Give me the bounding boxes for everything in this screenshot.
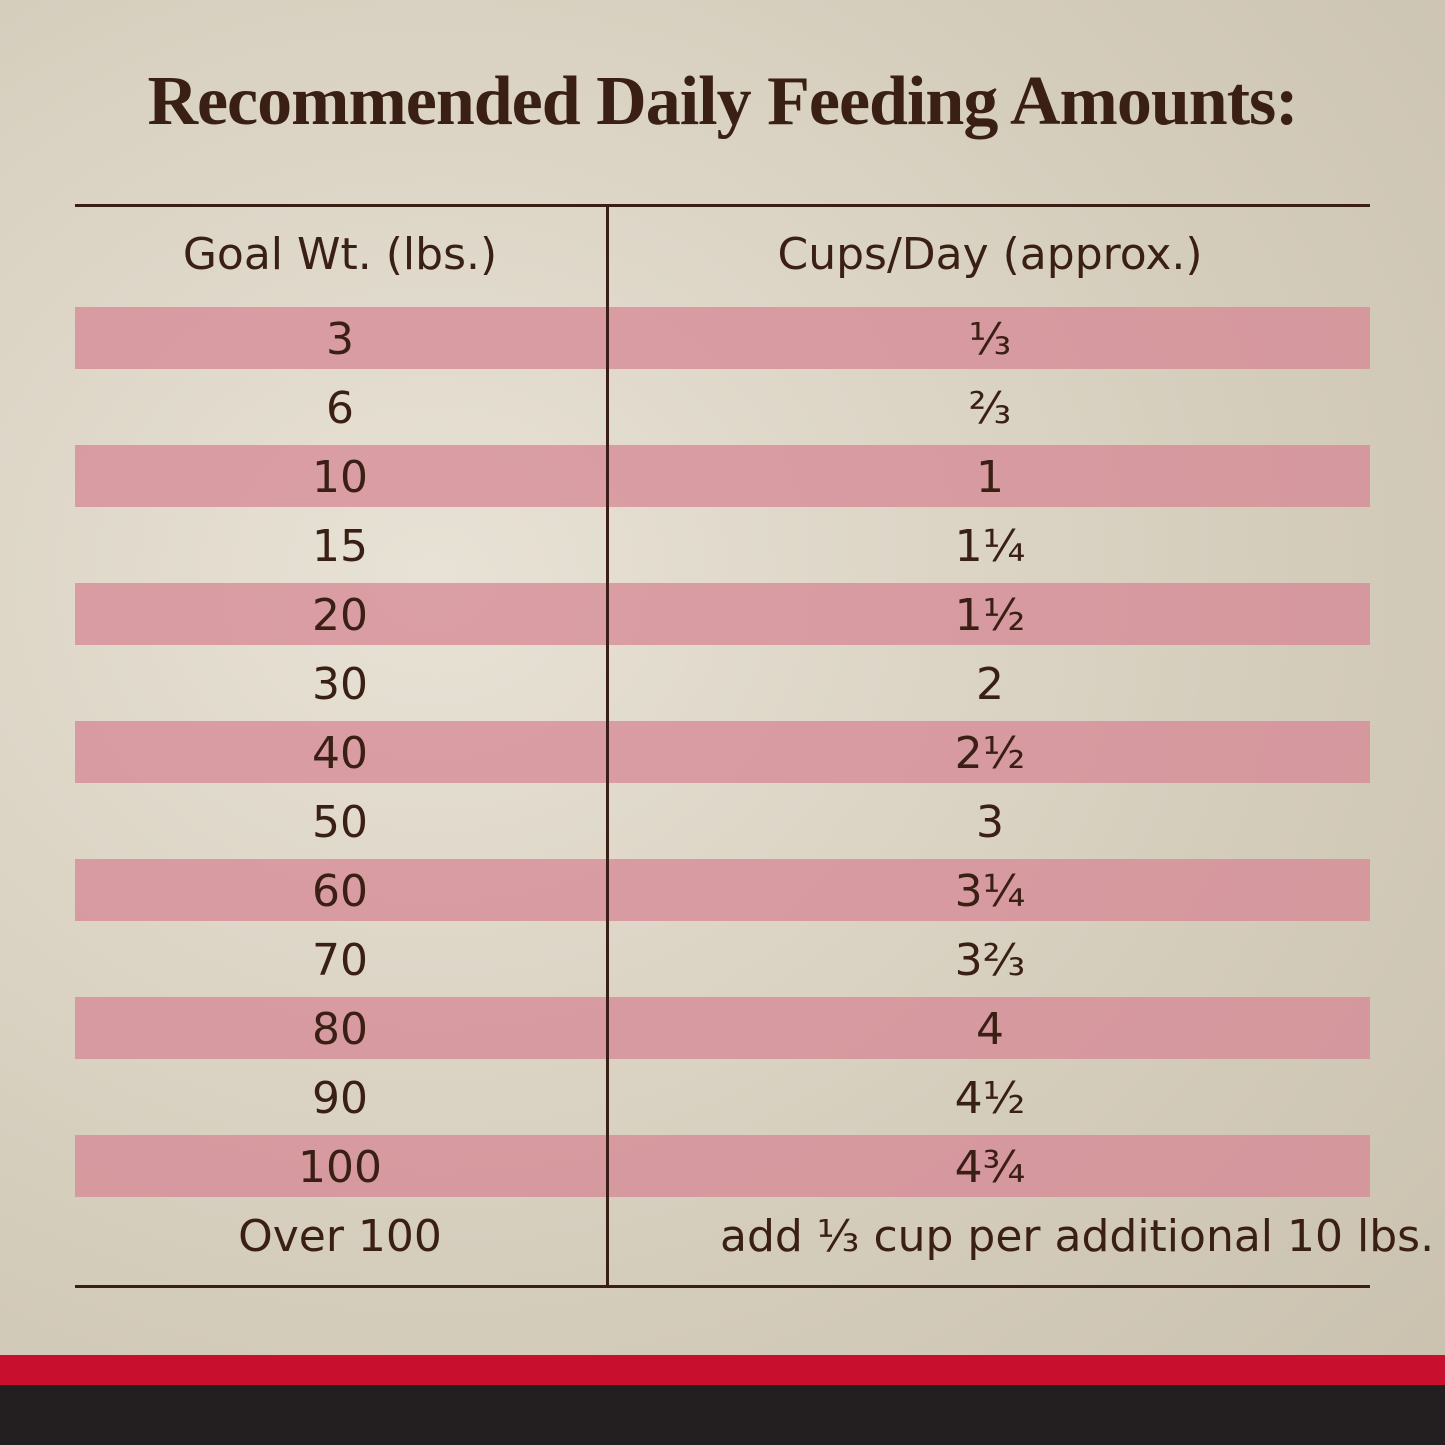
weight-cell: 50 <box>312 797 368 848</box>
footer-bar <box>0 1385 1445 1445</box>
weight-cell: 40 <box>312 728 368 779</box>
cups-cell: 1 <box>976 452 1004 503</box>
weight-cell: 70 <box>312 935 368 986</box>
weight-cell: 90 <box>312 1073 368 1124</box>
cups-cell: ⅔ <box>968 383 1012 434</box>
row-band <box>75 583 1370 645</box>
red-stripe <box>0 1355 1445 1385</box>
weight-cell: 6 <box>326 383 354 434</box>
top-rule <box>75 204 1370 207</box>
column-divider <box>606 204 609 1286</box>
cups-cell: 3⅔ <box>954 935 1026 986</box>
weight-cell: 10 <box>312 452 368 503</box>
row-band <box>75 1135 1370 1197</box>
row-band <box>75 445 1370 507</box>
weight-cell: 60 <box>312 866 368 917</box>
cups-cell: ⅓ <box>968 314 1012 365</box>
bottom-rule <box>75 1285 1370 1288</box>
weight-cell: 15 <box>312 521 368 572</box>
cups-cell: 1½ <box>954 590 1026 641</box>
weight-cell: 80 <box>312 1004 368 1055</box>
weight-cell: Over 100 <box>238 1211 442 1262</box>
weight-cell: 100 <box>298 1142 382 1193</box>
cups-cell: 1¼ <box>954 521 1026 572</box>
weight-cell: 20 <box>312 590 368 641</box>
weight-cell: 3 <box>326 314 354 365</box>
row-band <box>75 307 1370 369</box>
header-cell: Goal Wt. (lbs.) <box>182 229 498 280</box>
cups-cell: 4 <box>976 1004 1004 1055</box>
cups-cell: 3¼ <box>954 866 1026 917</box>
cups-cell: 4½ <box>954 1073 1026 1124</box>
cups-cell: add ⅓ cup per additional 10 lbs. <box>720 1211 1435 1262</box>
cups-cell: 4¾ <box>954 1142 1026 1193</box>
cups-cell: 2 <box>976 659 1004 710</box>
row-band <box>75 721 1370 783</box>
cups-cell: 2½ <box>954 728 1026 779</box>
header-cell: Cups/Day (approx.) <box>777 229 1203 280</box>
weight-cell: 30 <box>312 659 368 710</box>
row-band <box>75 997 1370 1059</box>
row-band <box>75 859 1370 921</box>
cups-cell: 3 <box>976 797 1004 848</box>
title: Recommended Daily Feeding Amounts: <box>147 63 1298 140</box>
